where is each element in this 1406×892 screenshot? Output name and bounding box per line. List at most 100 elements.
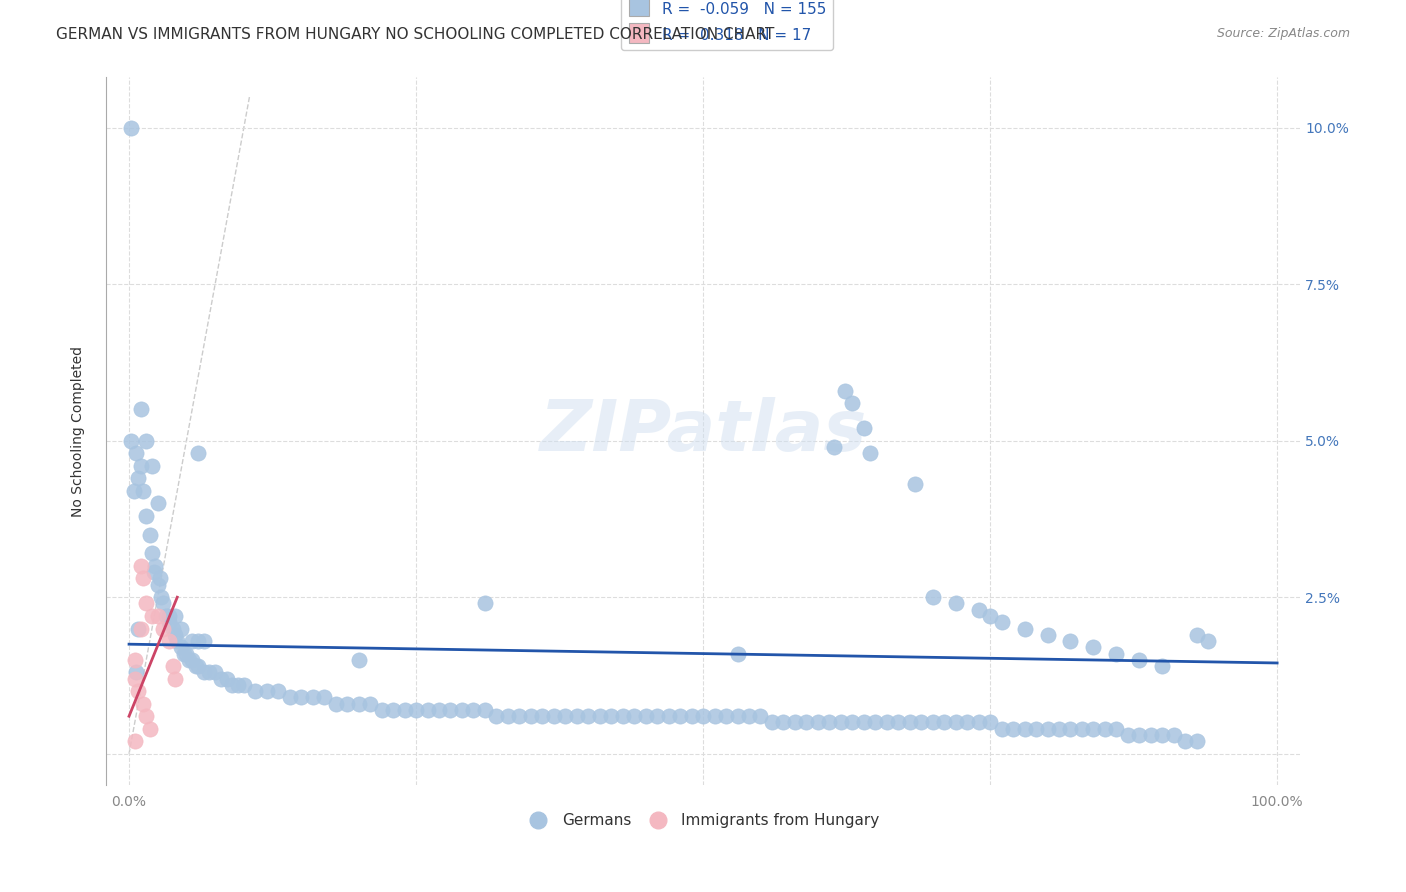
Point [226,678,249,692]
Point [1025,722,1047,736]
Point [865,715,887,730]
Point [204,665,226,680]
Point [163,628,186,642]
Point [738,709,761,723]
Point [1128,653,1150,667]
Point [439,703,461,717]
Point [956,715,979,730]
Point [155,609,177,624]
Point [347,653,370,667]
Point [600,709,623,723]
Point [124,672,146,686]
Point [451,703,474,717]
Text: GERMAN VS IMMIGRANTS FROM HUNGARY NO SCHOOLING COMPLETED CORRELATION CHART: GERMAN VS IMMIGRANTS FROM HUNGARY NO SCH… [56,27,775,42]
Point [1014,722,1036,736]
Point [152,622,174,636]
Point [520,709,543,723]
Point [1128,728,1150,742]
Point [370,703,392,717]
Point [727,709,749,723]
Point [967,603,990,617]
Point [921,715,943,730]
Point [162,622,184,636]
Y-axis label: No Schooling Completed: No Schooling Completed [72,346,86,516]
Point [124,734,146,748]
Point [245,684,267,698]
Point [359,697,381,711]
Point [163,672,186,686]
Point [325,697,347,711]
Point [796,715,818,730]
Point [761,715,783,730]
Point [173,647,195,661]
Point [193,634,215,648]
Point [474,597,496,611]
Point [157,634,180,648]
Point [177,653,200,667]
Point [129,622,152,636]
Point [405,703,427,717]
Text: ZIPatlas: ZIPatlas [540,397,866,466]
Point [416,703,439,717]
Point [427,703,450,717]
Point [1105,722,1128,736]
Point [215,672,238,686]
Point [187,659,209,673]
Point [807,715,830,730]
Point [990,722,1012,736]
Point [921,591,943,605]
Point [135,709,157,723]
Point [1185,628,1208,642]
Point [150,591,173,605]
Point [1152,659,1174,673]
Point [703,709,725,723]
Point [463,703,485,717]
Point [143,565,166,579]
Point [1174,734,1197,748]
Point [749,709,772,723]
Point [122,483,145,498]
Point [852,715,875,730]
Point [1002,722,1025,736]
Point [485,709,508,723]
Point [394,703,416,717]
Point [170,640,193,655]
Point [645,709,668,723]
Point [772,715,794,730]
Point [129,558,152,573]
Point [576,709,599,723]
Point [146,577,169,591]
Point [1014,622,1036,636]
Point [198,665,221,680]
Point [187,446,209,460]
Point [658,709,681,723]
Point [181,634,204,648]
Point [135,597,157,611]
Point [135,508,157,523]
Point [135,434,157,448]
Point [834,384,856,398]
Point [163,609,186,624]
Point [170,622,193,636]
Point [267,684,290,698]
Point [623,709,645,723]
Point [157,615,180,630]
Point [858,446,880,460]
Point [127,622,149,636]
Point [714,709,737,723]
Point [138,722,160,736]
Point [301,690,323,705]
Point [841,715,863,730]
Point [898,715,921,730]
Point [612,709,634,723]
Point [727,647,749,661]
Point [945,597,967,611]
Point [967,715,990,730]
Point [181,653,204,667]
Point [841,396,863,410]
Point [166,634,188,648]
Point [945,715,967,730]
Point [290,690,312,705]
Point [681,709,703,723]
Point [187,634,209,648]
